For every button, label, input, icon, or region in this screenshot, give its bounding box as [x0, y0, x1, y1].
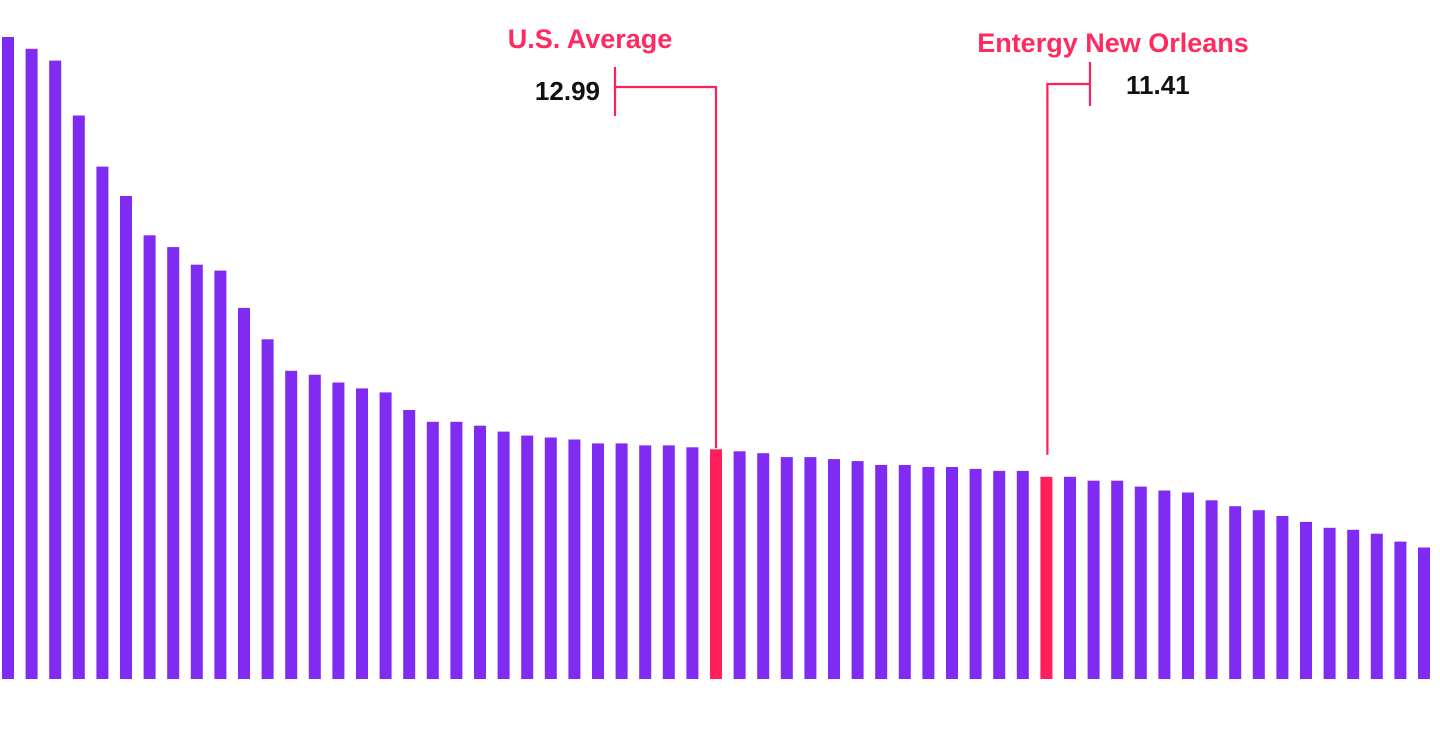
- bar: [190, 264, 203, 679]
- bar: [308, 374, 321, 679]
- bar: [851, 461, 864, 679]
- bar: [1016, 470, 1029, 679]
- bar: [615, 443, 628, 679]
- bar: [49, 60, 62, 680]
- bar: [733, 451, 746, 679]
- bar: [544, 437, 557, 679]
- annotation-us-average: U.S. Average 12.99: [508, 24, 718, 449]
- bar: [1394, 541, 1407, 679]
- bar: [72, 115, 85, 679]
- bar: [25, 48, 38, 680]
- annotation-leader-line: [1046, 62, 1092, 455]
- bar: [1087, 480, 1100, 679]
- bar: [1252, 510, 1265, 679]
- highlighted-bar: [710, 449, 722, 679]
- bar: [1323, 527, 1336, 679]
- bar: [1182, 492, 1194, 679]
- bar: [426, 421, 439, 679]
- bar: [332, 382, 345, 679]
- bar: [828, 459, 840, 679]
- bar: [686, 447, 699, 679]
- bar: [1347, 529, 1360, 679]
- bar: [1158, 490, 1171, 679]
- bar: [474, 425, 486, 679]
- bar: [1370, 533, 1383, 679]
- bar: [757, 453, 770, 679]
- bar: [1276, 516, 1289, 679]
- bar: [568, 439, 581, 679]
- bar: [143, 235, 156, 680]
- bar: [639, 445, 652, 679]
- bar: [1064, 476, 1076, 679]
- bar: [875, 465, 888, 679]
- bar: [356, 388, 368, 679]
- bar: [662, 445, 675, 679]
- bar: [261, 339, 274, 679]
- annotation-value: 11.41: [1126, 70, 1190, 100]
- annotation-value: 12.99: [535, 76, 600, 106]
- bar: [238, 307, 250, 679]
- bar: [167, 247, 180, 679]
- bars-group: [2, 37, 1430, 680]
- bar: [521, 435, 534, 679]
- bar: [450, 421, 463, 679]
- bar: [379, 392, 392, 679]
- bar: [898, 465, 911, 679]
- annotation-entergy-new-orleans: Entergy New Orleans 11.41: [977, 28, 1249, 455]
- annotation-leader-line: [613, 67, 718, 449]
- bar: [922, 467, 935, 679]
- bar: [1134, 486, 1147, 679]
- bar: [1418, 547, 1430, 679]
- bar: [592, 443, 604, 679]
- bar: [120, 196, 132, 679]
- annotation-label: Entergy New Orleans: [977, 28, 1249, 58]
- bar: [969, 468, 982, 679]
- bar: [2, 37, 14, 679]
- bar: [1300, 521, 1312, 679]
- bar: [403, 410, 416, 679]
- bar: [780, 457, 793, 679]
- bar: [993, 470, 1006, 679]
- bar: [1205, 500, 1218, 679]
- bar: [497, 431, 510, 679]
- bar: [96, 166, 109, 680]
- bar: [804, 457, 817, 679]
- bar: [1229, 506, 1242, 679]
- bar: [946, 467, 958, 679]
- bar: [285, 370, 298, 679]
- annotation-label: U.S. Average: [508, 24, 673, 54]
- bar: [214, 270, 227, 679]
- bar: [1111, 480, 1124, 679]
- highlighted-bar: [1040, 476, 1053, 679]
